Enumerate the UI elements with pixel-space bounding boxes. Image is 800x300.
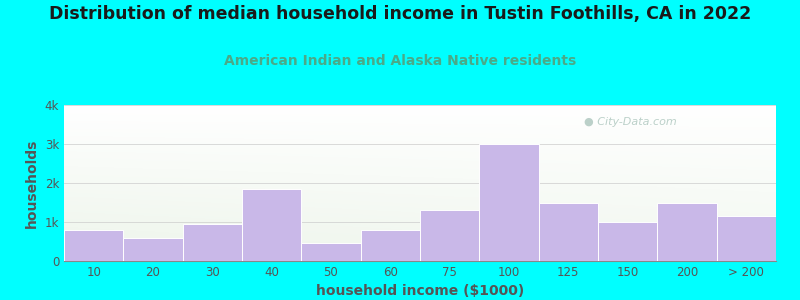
Bar — [242, 189, 302, 261]
Text: American Indian and Alaska Native residents: American Indian and Alaska Native reside… — [224, 54, 576, 68]
Bar — [420, 210, 479, 261]
Bar — [123, 238, 182, 261]
Bar — [361, 230, 420, 261]
Bar — [182, 224, 242, 261]
Bar — [658, 202, 717, 261]
Bar — [479, 144, 538, 261]
X-axis label: household income ($1000): household income ($1000) — [316, 284, 524, 298]
Text: Distribution of median household income in Tustin Foothills, CA in 2022: Distribution of median household income … — [49, 4, 751, 22]
Y-axis label: households: households — [26, 138, 39, 228]
Bar — [598, 222, 658, 261]
Bar — [64, 230, 123, 261]
Bar — [538, 202, 598, 261]
Bar — [717, 216, 776, 261]
Text: ● City-Data.com: ● City-Data.com — [584, 118, 677, 128]
Bar — [302, 244, 361, 261]
